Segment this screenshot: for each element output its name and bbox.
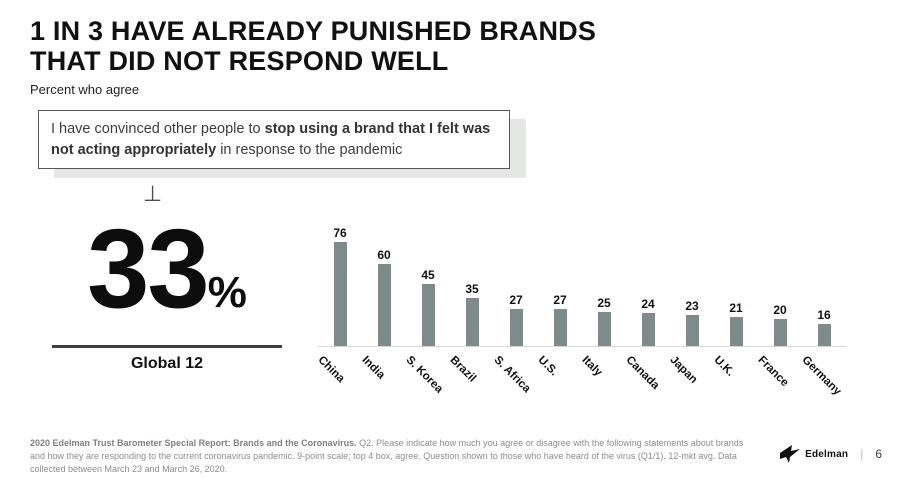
bar-column: 25	[582, 296, 626, 346]
edelman-logo-text: Edelman	[805, 448, 849, 460]
bar-value-label: 76	[333, 226, 347, 240]
bar-column: 20	[758, 303, 802, 346]
category-label: U.K.	[711, 354, 737, 379]
footer-separator: |	[860, 447, 864, 461]
brand-area: Edelman | 6	[779, 444, 882, 464]
stat-value: 33	[87, 206, 210, 331]
footnote: 2020 Edelman Trust Barometer Special Rep…	[30, 437, 760, 475]
category-label-cell: Germany	[799, 347, 846, 407]
bar-column: 24	[626, 297, 670, 346]
category-label: U.S.	[535, 354, 560, 379]
bar-column: 27	[538, 293, 582, 346]
page-number: 6	[875, 447, 882, 461]
category-label-cell: India	[359, 347, 406, 407]
category-label-cell: Canada	[623, 347, 670, 407]
perpendicular-mark-icon: ⊥	[143, 181, 163, 206]
bar-column: 23	[670, 299, 714, 346]
category-label: Germany	[799, 354, 844, 398]
bar-value-label: 21	[729, 301, 743, 315]
title-line-1: 1 IN 3 HAVE ALREADY PUNISHED BRANDS	[30, 16, 597, 46]
stat-label: Global 12	[130, 355, 204, 372]
bar-value-label: 27	[553, 293, 567, 307]
bar-column: 76	[318, 226, 362, 346]
bar-value-label: 16	[817, 308, 831, 322]
category-label: China	[315, 354, 347, 386]
category-label: S. Africa	[491, 354, 533, 396]
global-stat: 33%	[52, 213, 282, 325]
bar	[377, 264, 391, 346]
bar-chart-plot-area: 76 60 45 35 27 27 25 24 23 21 20 16	[318, 225, 846, 347]
bar	[817, 324, 831, 346]
footnote-source-bold: 2020 Edelman Trust Barometer Special Rep…	[30, 438, 357, 448]
bar-column: 16	[802, 308, 846, 346]
bar-value-label: 35	[465, 282, 479, 296]
bar-value-label: 25	[597, 296, 611, 310]
category-label-cell: China	[315, 347, 362, 407]
category-label-cell: U.K.	[711, 347, 758, 407]
bar	[421, 284, 435, 346]
category-label-cell: Japan	[667, 347, 714, 407]
bar-value-label: 24	[641, 297, 655, 311]
bar	[597, 312, 611, 346]
title-line-2: THAT DID NOT RESPOND WELL	[30, 46, 449, 77]
category-label: S. Korea	[403, 354, 446, 396]
bar-value-label: 60	[377, 248, 391, 262]
bar-column: 60	[362, 248, 406, 346]
bar-chart-category-axis: China India S. Korea Brazil S. Africa U.S. Ita…	[315, 347, 846, 407]
category-label: France	[755, 354, 791, 390]
category-label: Canada	[623, 354, 662, 392]
bar	[465, 298, 479, 346]
page-title: 1 IN 3 HAVE ALREADY PUNISHED BRANDS THAT …	[30, 16, 596, 76]
stat-percent-sign: %	[207, 268, 247, 317]
category-label-cell: Italy	[579, 347, 626, 407]
edelman-logo-icon	[780, 445, 801, 463]
bar	[773, 319, 787, 346]
category-label-cell: Brazil	[447, 347, 494, 407]
category-label: Japan	[667, 354, 700, 386]
category-label-cell: U.S.	[535, 347, 582, 407]
footnote-text: Q2. Please indicate how much you agree o…	[30, 438, 744, 474]
bar-column: 27	[494, 293, 538, 346]
bar-column: 35	[450, 282, 494, 346]
bar	[333, 242, 347, 346]
category-label-cell: S. Korea	[403, 347, 450, 407]
bar-chart: 76 60 45 35 27 27 25 24 23 21 20 16 China India S. Ko…	[315, 225, 846, 407]
bar	[509, 309, 523, 346]
bar-column: 21	[714, 301, 758, 346]
category-label: Italy	[579, 354, 605, 379]
category-label: India	[359, 354, 387, 382]
quote-text-bold: stop using a brand that I felt was not a…	[51, 121, 491, 158]
category-label-cell: S. Africa	[491, 347, 538, 407]
subtitle: Percent who agree	[30, 82, 140, 97]
bar-value-label: 20	[773, 303, 787, 317]
category-label-cell: France	[755, 347, 802, 407]
bar	[685, 315, 699, 346]
bar	[641, 313, 655, 346]
bar-column: 45	[406, 268, 450, 346]
edelman-logo: Edelman	[779, 444, 848, 464]
quote-box: I have convinced other people to stop us…	[38, 110, 510, 170]
bar-value-label: 23	[685, 299, 699, 313]
quote-text-regular-2: in response to the pandemic	[216, 141, 403, 158]
stat-underline	[52, 345, 282, 348]
quote-text-regular: I have convinced other people to	[51, 121, 265, 137]
bar-value-label: 45	[421, 268, 435, 282]
category-label: Brazil	[447, 354, 479, 385]
bar	[729, 317, 743, 346]
bar	[553, 309, 567, 346]
bar-value-label: 27	[509, 293, 523, 307]
